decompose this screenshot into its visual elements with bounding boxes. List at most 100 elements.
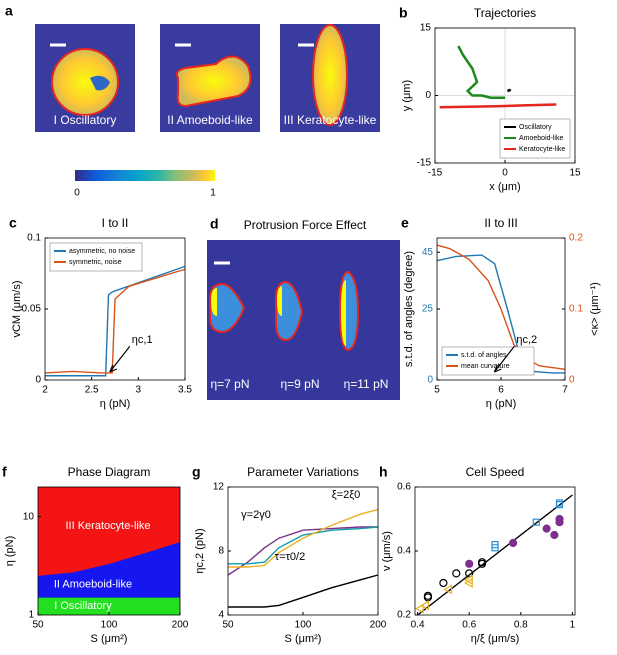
x-axis-label: S (μm²) bbox=[285, 633, 322, 645]
x-tick-label: 50 bbox=[32, 620, 44, 631]
series-line bbox=[228, 508, 379, 568]
point bbox=[491, 544, 499, 552]
point bbox=[452, 569, 461, 578]
x-tick-label: 2.5 bbox=[85, 385, 99, 396]
cell-image: η=7 pN η=9 pN η=11 pN bbox=[207, 240, 400, 400]
chart-panel: g Parameter Variations 50 100 200 4 8 12 S (μm²)… bbox=[192, 464, 387, 645]
point bbox=[550, 530, 559, 540]
point bbox=[508, 538, 518, 548]
cell-image: III Keratocyte-like bbox=[280, 24, 380, 132]
x-tick-label: 200 bbox=[370, 620, 387, 631]
series-line bbox=[436, 254, 565, 374]
legend-label: asymmetric, no noise bbox=[69, 248, 135, 255]
y-tick-label: 0 bbox=[427, 375, 433, 386]
y-tick-label: 0.1 bbox=[27, 233, 41, 244]
y-tick-label: 8 bbox=[218, 546, 224, 557]
x-axis-label: η (pN) bbox=[486, 398, 517, 410]
series-line bbox=[228, 574, 379, 608]
annotation: ηc,1 bbox=[132, 334, 153, 346]
x-tick-label: -15 bbox=[428, 168, 443, 179]
cell-label: III Keratocyte-like bbox=[284, 113, 377, 127]
panel-label: f bbox=[2, 464, 7, 480]
panel-title: II to III bbox=[484, 216, 517, 230]
cell-label: η=11 pN bbox=[344, 377, 389, 391]
point bbox=[532, 518, 540, 526]
legend-label: Amoeboid-like bbox=[519, 135, 563, 142]
y2-tick-label: 0.2 bbox=[569, 233, 583, 244]
panel-title: Parameter Variations bbox=[247, 465, 359, 479]
plot-area bbox=[227, 508, 379, 608]
series-line bbox=[227, 526, 378, 576]
series-line bbox=[417, 494, 573, 616]
plot-area bbox=[436, 244, 566, 374]
x-tick-label: 6 bbox=[498, 385, 504, 396]
point bbox=[414, 603, 424, 614]
series-line bbox=[506, 88, 512, 93]
panel-label: a bbox=[5, 3, 13, 19]
legend-label: symmetric, noise bbox=[69, 259, 122, 266]
colorbar-label: 0 bbox=[74, 188, 80, 199]
cell-label: II Amoeboid-like bbox=[167, 113, 253, 127]
panel-label: h bbox=[379, 464, 388, 480]
annotation-arrow bbox=[493, 345, 515, 373]
cell-image: I Oscillatory bbox=[35, 24, 135, 132]
series-line bbox=[439, 103, 557, 109]
region-label: III Keratocyte-like bbox=[66, 520, 151, 532]
point bbox=[463, 574, 473, 585]
phase-region bbox=[38, 542, 180, 615]
panel-title: Trajectories bbox=[474, 6, 536, 20]
x-tick-label: 0.4 bbox=[411, 620, 425, 631]
x-tick-label: 0.8 bbox=[514, 620, 528, 631]
cell-image: II Amoeboid-like bbox=[160, 24, 260, 132]
plot-area bbox=[38, 487, 180, 615]
panel-label: d bbox=[210, 216, 219, 232]
x-axis-label: x (μm) bbox=[489, 181, 520, 193]
series-label: τ=τ0/2 bbox=[275, 551, 305, 563]
y2-axis-label: <κ> (μm⁻¹) bbox=[589, 282, 601, 336]
x-tick-label: 0 bbox=[502, 168, 508, 179]
y-tick-label: 0 bbox=[425, 90, 431, 101]
x-tick-label: 3 bbox=[136, 385, 142, 396]
colorbar-label: 1 bbox=[210, 188, 216, 199]
cell-label: I Oscillatory bbox=[54, 113, 117, 127]
y2-tick-label: 0.1 bbox=[569, 304, 583, 315]
y-tick-label: -15 bbox=[417, 158, 432, 169]
legend-label: mean curvature bbox=[461, 363, 510, 370]
x-tick-label: 1 bbox=[570, 620, 576, 631]
panel-title: Protrusion Force Effect bbox=[244, 218, 367, 232]
y-tick-label: 0.05 bbox=[22, 304, 42, 315]
series-line bbox=[45, 265, 186, 377]
x-tick-label: 0.6 bbox=[462, 620, 476, 631]
panel-label: b bbox=[399, 5, 408, 21]
panel-label: g bbox=[192, 464, 201, 480]
y-tick-label: 15 bbox=[420, 23, 432, 34]
x-axis-label: η (pN) bbox=[100, 398, 131, 410]
x-tick-label: 7 bbox=[562, 385, 568, 396]
chart-panel: c I to II 2 2.5 3 3.5 0 0.05 0.1 η (pN) vCM (μm/s)… bbox=[9, 215, 192, 410]
series-label: γ=2γ0 bbox=[241, 509, 271, 521]
x-tick-label: 15 bbox=[569, 168, 581, 179]
panel-title: I to II bbox=[102, 216, 129, 230]
x-tick-label: 50 bbox=[222, 620, 234, 631]
plot-area bbox=[414, 494, 573, 616]
y-axis-label: ηc,2 (pN) bbox=[194, 528, 206, 573]
chart-panel: f Phase Diagram I Oscillatory II Amoeboid-l… bbox=[2, 464, 189, 645]
y-axis-label: s.t.d. of angles (degree) bbox=[403, 251, 415, 367]
cell-label: η=7 pN bbox=[210, 377, 249, 391]
point bbox=[423, 591, 433, 600]
y2-tick-label: 0 bbox=[569, 375, 575, 386]
annotation-arrow bbox=[109, 345, 131, 373]
phase-region bbox=[38, 597, 180, 615]
y-axis-label: y (μm) bbox=[401, 80, 413, 111]
cell-label: η=9 pN bbox=[280, 377, 319, 391]
x-tick-label: 100 bbox=[101, 620, 118, 631]
series-line bbox=[228, 526, 379, 565]
region-label: II Amoeboid-like bbox=[54, 579, 132, 591]
legend-box bbox=[499, 118, 571, 159]
x-tick-label: 3.5 bbox=[178, 385, 192, 396]
panel-label: c bbox=[9, 215, 17, 231]
legend-label: Oscillatory bbox=[519, 124, 552, 131]
point bbox=[465, 559, 474, 568]
